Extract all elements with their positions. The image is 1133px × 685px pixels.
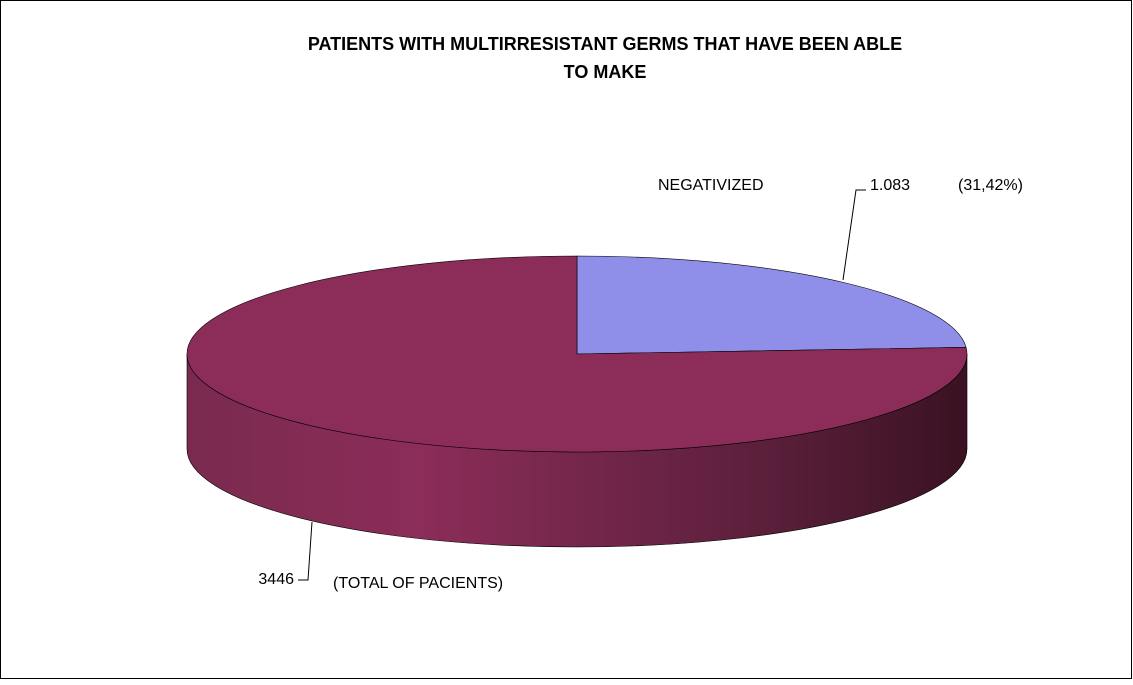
chart-title: PATIENTS WITH MULTIRRESISTANT GERMS THAT… <box>308 34 902 54</box>
value-label: 3446 <box>258 571 294 588</box>
labels: NEGATIVIZED 1.083 (31,42%) 3446 (TOTAL OF PA… <box>258 177 1023 592</box>
chart-title: TO MAKE <box>564 62 647 82</box>
leader-line <box>298 521 313 581</box>
pie <box>186 255 968 548</box>
pie-slice <box>576 255 967 355</box>
category-label: NEGATIVIZED <box>658 177 764 194</box>
category-label: (TOTAL OF PACIENTS) <box>333 575 503 592</box>
value-label: 1.083 <box>870 177 910 194</box>
annotation: (31,42%) <box>958 177 1023 194</box>
pie-slice <box>186 255 968 453</box>
leader-line <box>842 189 866 281</box>
